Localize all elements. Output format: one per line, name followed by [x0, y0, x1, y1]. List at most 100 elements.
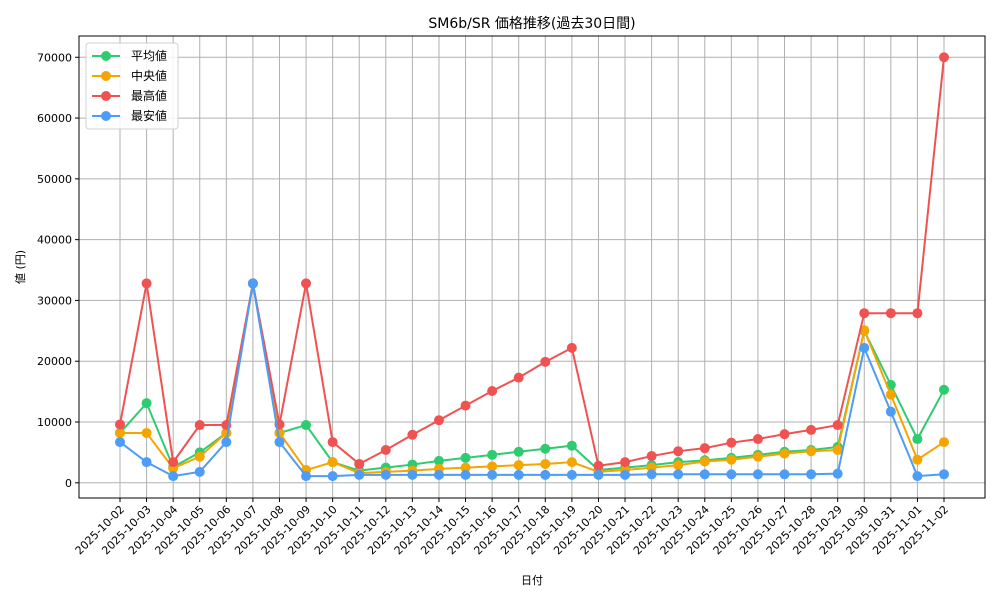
- y-tick-label: 70000: [37, 51, 72, 64]
- series-3: [115, 278, 949, 482]
- data-point: [487, 449, 498, 460]
- data-point: [301, 471, 312, 482]
- data-point: [354, 469, 365, 480]
- data-point: [433, 469, 444, 480]
- data-point: [221, 437, 232, 448]
- y-tick-label: 20000: [37, 355, 72, 368]
- y-tick-label: 30000: [37, 294, 72, 307]
- data-point: [194, 451, 205, 462]
- y-axis-ticks: 0 10000 20000 30000 40000 50000 60000 70000: [37, 51, 79, 490]
- data-point: [566, 469, 577, 480]
- data-point: [487, 469, 498, 480]
- legend-box: [85, 42, 179, 130]
- data-point: [540, 443, 551, 454]
- grid-lines: [79, 36, 985, 498]
- data-point: [593, 460, 604, 471]
- data-point: [859, 308, 870, 319]
- data-point: [540, 469, 551, 480]
- data-point: [939, 437, 949, 448]
- data-point: [194, 420, 205, 431]
- data-point: [274, 437, 285, 448]
- data-point: [779, 469, 790, 480]
- data-point: [141, 427, 152, 438]
- data-point: [460, 462, 471, 473]
- data-point: [726, 469, 737, 480]
- data-point: [832, 468, 843, 479]
- data-point: [752, 451, 763, 462]
- data-point: [540, 458, 551, 469]
- data-point: [726, 437, 737, 448]
- data-point: [168, 471, 179, 482]
- chart-title: SM6b/SR 価格推移(過去30日間): [428, 16, 635, 32]
- series-line: [120, 283, 945, 475]
- data-point: [620, 469, 631, 480]
- data-point: [939, 469, 949, 480]
- data-point: [646, 451, 657, 462]
- data-point: [752, 469, 763, 480]
- data-point: [301, 278, 312, 289]
- series-line: [119, 283, 945, 472]
- data-point: [779, 429, 790, 440]
- data-point: [247, 278, 258, 289]
- data-point: [673, 460, 684, 471]
- data-point: [832, 444, 843, 455]
- data-point: [327, 457, 338, 468]
- data-point: [460, 469, 471, 480]
- data-point: [566, 342, 577, 353]
- data-point: [673, 469, 684, 480]
- data-point: [699, 469, 710, 480]
- plot-frame: [78, 35, 986, 499]
- data-point: [460, 452, 471, 463]
- data-point: [115, 419, 125, 430]
- data-point: [885, 389, 896, 400]
- data-point: [885, 308, 896, 319]
- data-point: [646, 469, 657, 480]
- data-point: [354, 458, 365, 469]
- data-point: [141, 457, 152, 468]
- data-point: [407, 429, 418, 440]
- data-point: [460, 400, 471, 411]
- data-point: [115, 427, 125, 438]
- data-point: [115, 437, 125, 448]
- data-point: [513, 372, 524, 383]
- data-point: [699, 456, 710, 467]
- data-point: [487, 461, 498, 472]
- data-series: [115, 52, 949, 482]
- data-point: [912, 434, 923, 445]
- series-0: [115, 278, 949, 476]
- data-point: [513, 469, 524, 480]
- data-point: [513, 446, 524, 457]
- y-axis-label: 値 (円): [14, 250, 27, 284]
- legend-label: 中央値: [131, 68, 167, 83]
- data-point: [194, 466, 205, 477]
- data-point: [301, 420, 312, 431]
- legend-item: 最安値: [92, 108, 167, 123]
- data-point: [327, 437, 338, 448]
- data-point: [327, 471, 338, 482]
- data-point: [726, 454, 737, 465]
- data-point: [513, 460, 524, 471]
- data-point: [806, 424, 817, 435]
- data-point: [487, 386, 498, 397]
- y-tick-label: 40000: [37, 234, 72, 247]
- legend-marker-icon: [101, 51, 111, 61]
- data-point: [380, 444, 391, 455]
- data-point: [912, 471, 923, 482]
- data-point: [939, 52, 949, 63]
- legend-item: 平均値: [92, 48, 167, 63]
- data-point: [912, 454, 923, 465]
- y-tick-label: 50000: [37, 173, 72, 186]
- data-point: [141, 278, 152, 289]
- data-point: [912, 308, 923, 319]
- legend-label: 最安値: [131, 108, 167, 123]
- series-line: [119, 283, 945, 478]
- legend-marker-icon: [101, 71, 111, 81]
- legend-label: 最高値: [131, 88, 167, 103]
- legend-marker-icon: [101, 91, 111, 101]
- data-point: [806, 469, 817, 480]
- data-point: [593, 469, 604, 480]
- data-point: [806, 446, 817, 457]
- data-point: [859, 342, 870, 353]
